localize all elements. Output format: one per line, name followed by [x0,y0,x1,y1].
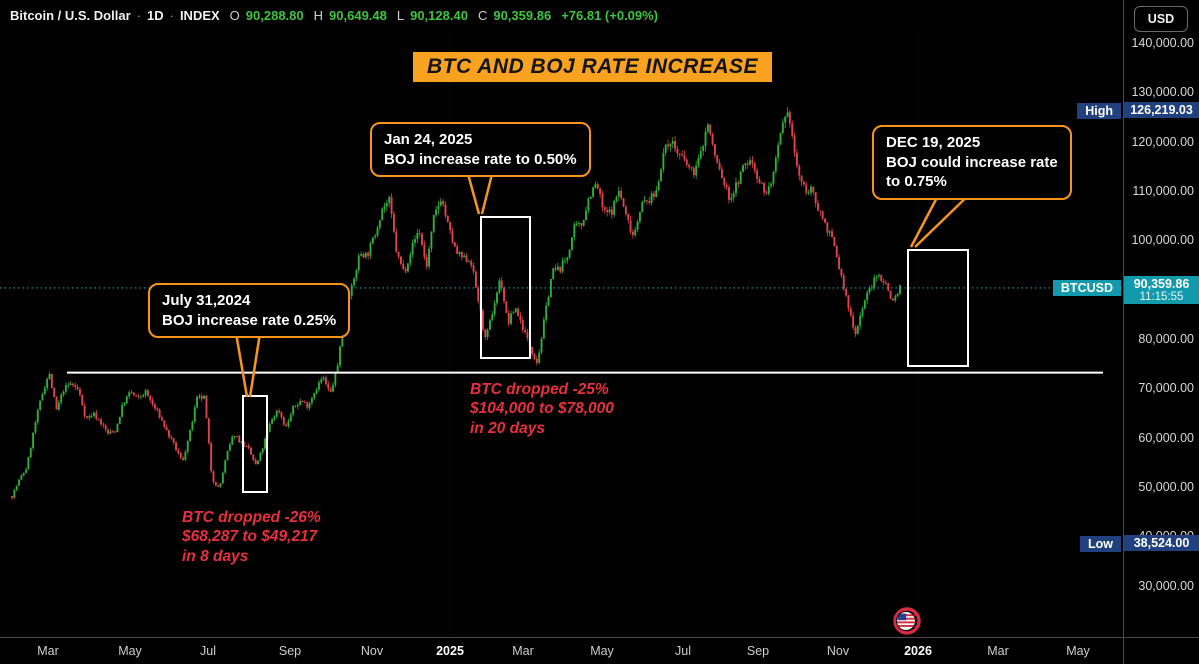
year-tick: 2025 [436,644,464,658]
month-tick: Mar [987,644,1009,658]
us-flag-event-icon[interactable] [893,607,921,635]
price-tick: 100,000.00 [1131,233,1194,248]
separator: · [169,8,174,23]
high-value: 90,649.48 [329,8,387,23]
price-tick: 60,000.00 [1138,430,1194,445]
month-tick: Sep [746,644,770,658]
month-tick: Sep [278,644,302,658]
low-price-badge: 38,524.00 [1124,534,1199,551]
symbol-legend[interactable]: Bitcoin / U.S. Dollar · 1D · INDEX O 90,2… [10,8,658,23]
callout-tail [248,332,262,398]
exchange-label: INDEX [179,8,220,23]
month-tick: May [118,644,142,658]
low-key: L [396,8,405,23]
price-tick: 110,000.00 [1132,184,1194,199]
open-key: O [229,8,240,23]
price-tick: 70,000.00 [1138,381,1194,396]
interval-label[interactable]: 1D [146,8,164,23]
current-price-value: 90,359.86 [1133,276,1190,291]
month-tick: Mar [512,644,534,658]
year-tick: 2026 [904,644,932,658]
drop-note-aug-2024: BTC dropped -26% $68,287 to $49,217 in 8… [182,509,321,565]
low-label: Low [1080,535,1121,552]
callout-july-2024[interactable]: July 31,2024 BOJ increase rate 0.25% [148,283,351,338]
month-tick: Jul [675,644,691,658]
price-tick: 50,000.00 [1138,480,1194,495]
chart-overlays [0,173,1123,493]
high-label: High [1077,103,1121,119]
chart-pane[interactable] [0,0,1123,637]
callout-jan-2025[interactable]: Jan 24, 2025 BOJ increase rate to 0.50% [370,122,591,177]
highlight-box [480,216,531,359]
high-price-badge: 126,219.03 [1124,102,1199,118]
month-tick: Nov [826,644,850,658]
change-value: +76.81 (+0.09%) [561,8,659,23]
month-tick: May [590,644,614,658]
current-price-badge: 90,359.86 11:15:55 [1124,275,1199,304]
price-tick: 140,000.00 [1131,36,1194,50]
drop-note-feb-2025: BTC dropped -25% $104,000 to $78,000 in … [470,381,614,437]
title-banner: BTC AND BOJ RATE INCREASE [413,52,773,82]
high-key: H [313,8,324,23]
symbol-name[interactable]: Bitcoin / U.S. Dollar [10,8,131,23]
highlight-box [242,395,268,493]
low-value: 90,128.40 [410,8,468,23]
highlight-box [907,249,969,367]
month-tick: May [1066,644,1090,658]
time-axis[interactable]: Mar May Jul Sep Nov 2025 Mar May Jul Sep Nov 2026 Ma… [0,637,1123,664]
month-tick: Mar [37,644,59,658]
candles [11,106,901,500]
current-price-time: 11:15:55 [1139,290,1184,303]
month-tick: Nov [360,644,384,658]
close-key: C [477,8,488,23]
open-value: 90,288.80 [245,8,304,23]
callout-dec-2025[interactable]: DEC 19, 2025 BOJ could increase rate to … [872,125,1072,200]
separator: · [136,8,141,23]
price-tick: 80,000.00 [1138,332,1194,347]
callout-tail [234,332,249,398]
currency-button[interactable]: USD [1134,6,1188,32]
btcusd-label: BTCUSD [1052,279,1121,296]
price-tick: 130,000.00 [1131,85,1194,100]
callout-tail [480,173,494,215]
callout-tail [466,173,481,215]
price-tick: 120,000.00 [1131,134,1194,149]
axis-corner [1123,637,1199,664]
price-tick: 30,000.00 [1138,578,1194,593]
month-tick: Jul [200,644,216,658]
close-value: 90,359.86 [493,8,552,23]
candlestick-chart[interactable] [0,0,1123,637]
